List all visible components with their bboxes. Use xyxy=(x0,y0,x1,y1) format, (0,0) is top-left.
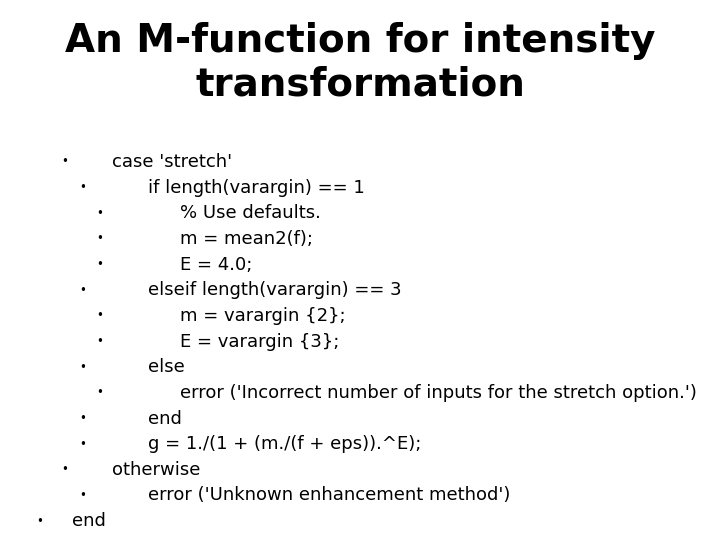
Text: E = varargin {3};: E = varargin {3}; xyxy=(180,333,339,350)
Text: if length(varargin) == 1: if length(varargin) == 1 xyxy=(148,179,364,197)
Text: •: • xyxy=(36,515,43,528)
Text: otherwise: otherwise xyxy=(112,461,200,479)
Text: error ('Incorrect number of inputs for the stretch option.'): error ('Incorrect number of inputs for t… xyxy=(180,384,697,402)
Text: E = 4.0;: E = 4.0; xyxy=(180,255,253,274)
Text: m = mean2(f);: m = mean2(f); xyxy=(180,230,313,248)
Text: case 'stretch': case 'stretch' xyxy=(112,153,232,171)
Text: •: • xyxy=(79,181,86,194)
Text: elseif length(varargin) == 3: elseif length(varargin) == 3 xyxy=(148,281,401,299)
Text: •: • xyxy=(96,232,103,246)
Text: •: • xyxy=(96,207,103,220)
Text: •: • xyxy=(79,284,86,297)
Text: •: • xyxy=(79,489,86,502)
Text: •: • xyxy=(96,258,103,271)
Text: An M-function for intensity
transformation: An M-function for intensity transformati… xyxy=(65,22,655,104)
Text: else: else xyxy=(148,358,184,376)
Text: g = 1./(1 + (m./(f + eps)).^E);: g = 1./(1 + (m./(f + eps)).^E); xyxy=(148,435,421,453)
Text: error ('Unknown enhancement method'): error ('Unknown enhancement method') xyxy=(148,487,510,504)
Text: •: • xyxy=(79,412,86,425)
Text: •: • xyxy=(79,361,86,374)
Text: •: • xyxy=(61,463,68,476)
Text: •: • xyxy=(96,309,103,322)
Text: •: • xyxy=(96,386,103,400)
Text: end: end xyxy=(148,409,181,428)
Text: end: end xyxy=(72,512,106,530)
Text: •: • xyxy=(61,156,68,168)
Text: m = varargin {2};: m = varargin {2}; xyxy=(180,307,346,325)
Text: % Use defaults.: % Use defaults. xyxy=(180,204,321,222)
Text: •: • xyxy=(96,335,103,348)
Text: •: • xyxy=(79,437,86,451)
